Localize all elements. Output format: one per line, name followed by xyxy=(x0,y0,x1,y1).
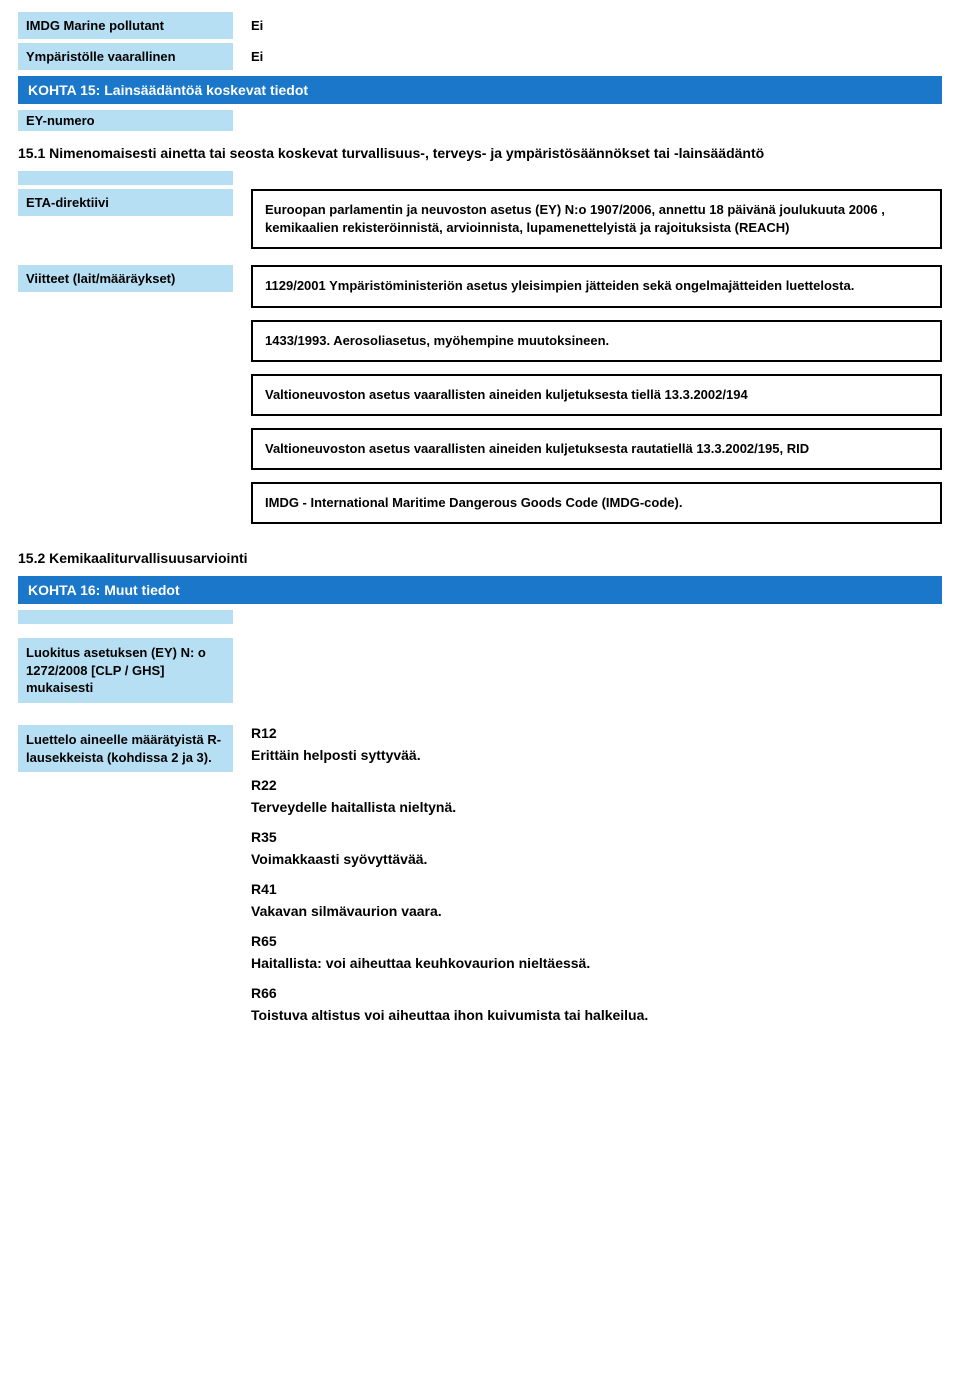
ref-box-3: Valtioneuvoston asetus vaarallisten aine… xyxy=(251,428,942,470)
r-code-2: R35 xyxy=(251,829,942,845)
imdg-row: IMDG Marine pollutant Ei xyxy=(18,12,942,39)
r-text-3: Vakavan silmävaurion vaara. xyxy=(251,903,942,919)
section-15-title: KOHTA 15: Lainsäädäntöä koskevat tiedot xyxy=(18,76,942,104)
imdg-value: Ei xyxy=(233,12,942,39)
spacer-cell-2 xyxy=(18,610,233,624)
eta-box: Euroopan parlamentin ja neuvoston asetus… xyxy=(251,189,942,249)
r-text-0: Erittäin helposti syttyvää. xyxy=(251,747,942,763)
rphrase-list: R12 Erittäin helposti syttyvää. R22 Terv… xyxy=(251,725,942,1023)
env-danger-value: Ei xyxy=(233,43,942,70)
section-16-title: KOHTA 16: Muut tiedot xyxy=(18,576,942,604)
ref-box-4: IMDG - International Maritime Dangerous … xyxy=(251,482,942,524)
imdg-label: IMDG Marine pollutant xyxy=(18,12,233,39)
r-code-3: R41 xyxy=(251,881,942,897)
refs-block: Viitteet (lait/määräykset) 1129/2001 Ymp… xyxy=(18,265,942,536)
ref-box-1: 1433/1993. Aerosoliasetus, myöhempine mu… xyxy=(251,320,942,362)
subheading-15-2: 15.2 Kemikaaliturvallisuusarviointi xyxy=(18,550,942,566)
subheading-15-1: 15.1 Nimenomaisesti ainetta tai seosta k… xyxy=(18,145,942,161)
r-text-5: Toistuva altistus voi aiheuttaa ihon kui… xyxy=(251,1007,942,1023)
ey-number-label: EY-numero xyxy=(18,110,233,131)
rphrase-label: Luettelo aineelle määrätyistä R-lausekke… xyxy=(18,725,233,772)
spacer-cell xyxy=(18,171,233,185)
env-danger-row: Ympäristölle vaarallinen Ei xyxy=(18,43,942,70)
r-text-1: Terveydelle haitallista nieltynä. xyxy=(251,799,942,815)
eta-block: ETA-direktiivi Euroopan parlamentin ja n… xyxy=(18,189,942,249)
rphrase-block: Luettelo aineelle määrätyistä R-lausekke… xyxy=(18,725,942,1023)
refs-label: Viitteet (lait/määräykset) xyxy=(18,265,233,292)
r-text-4: Haitallista: voi aiheuttaa keuhkovaurion… xyxy=(251,955,942,971)
r-code-5: R66 xyxy=(251,985,942,1001)
eta-label: ETA-direktiivi xyxy=(18,189,233,216)
clp-label: Luokitus asetuksen (EY) N: o 1272/2008 [… xyxy=(18,638,233,703)
r-code-4: R65 xyxy=(251,933,942,949)
ref-box-0: 1129/2001 Ympäristöministeriön asetus yl… xyxy=(251,265,942,307)
r-code-0: R12 xyxy=(251,725,942,741)
r-code-1: R22 xyxy=(251,777,942,793)
refs-boxes-col: 1129/2001 Ympäristöministeriön asetus yl… xyxy=(251,265,942,536)
spacer-row-1 xyxy=(18,171,942,185)
r-text-2: Voimakkaasti syövyttävää. xyxy=(251,851,942,867)
spacer-row-2 xyxy=(18,610,942,624)
ey-number-row: EY-numero xyxy=(18,110,942,131)
env-danger-label: Ympäristölle vaarallinen xyxy=(18,43,233,70)
ref-box-2: Valtioneuvoston asetus vaarallisten aine… xyxy=(251,374,942,416)
